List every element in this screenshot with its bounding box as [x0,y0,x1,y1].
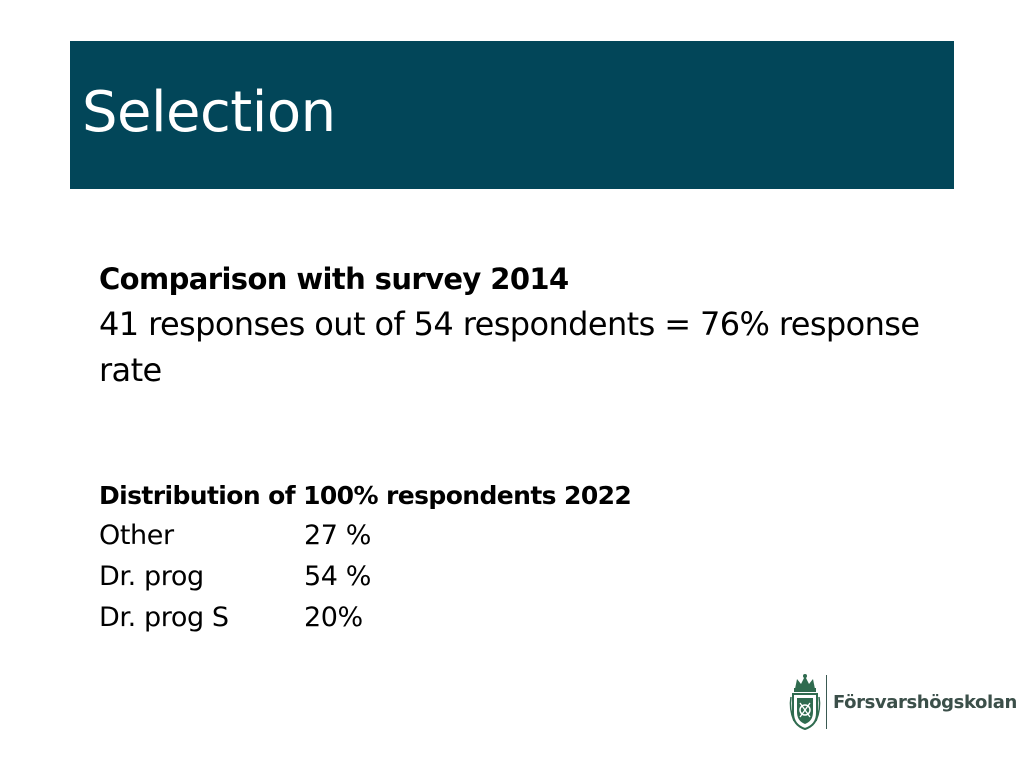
distribution-row: Dr. prog S 20% [99,597,959,638]
crest-icon [788,673,822,731]
logo-divider [826,675,827,729]
distribution-row: Other 27 % [99,515,959,556]
distribution-label: Dr. prog [99,561,204,592]
comparison-heading: Comparison with survey 2014 [99,262,569,296]
distribution-label: Other [99,520,174,551]
distribution-value: 27 % [304,520,371,551]
logo-text: Försvarshögskolan [833,691,1017,713]
distribution-value: 54 % [304,561,371,592]
fhs-logo: Försvarshögskolan [788,672,1017,732]
response-rate-text: 41 responses out of 54 respondents = 76%… [99,305,920,389]
distribution-value: 20% [304,602,363,633]
distribution-row: Dr. prog 54 % [99,556,959,597]
slide-title: Selection [82,80,336,145]
title-bar: Selection [70,41,954,189]
distribution-label: Dr. prog S [99,602,229,633]
slide-content: Comparison with survey 2014 41 responses… [99,257,959,638]
distribution-heading: Distribution of 100% respondents 2022 [99,481,632,510]
